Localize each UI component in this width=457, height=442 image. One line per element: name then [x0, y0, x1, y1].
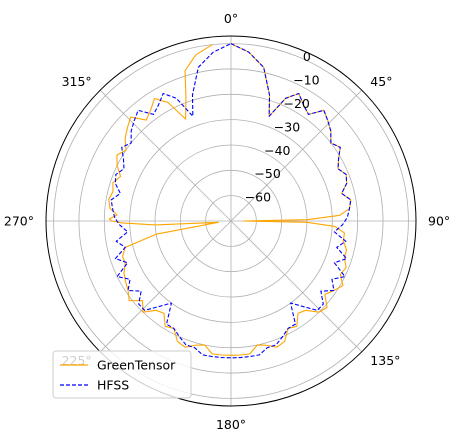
legend-label-hfss: HFSS — [97, 378, 129, 393]
theta-grid-line — [99, 89, 232, 222]
theta-tick-label: 270° — [4, 214, 34, 229]
theta-tick-label: 0° — [224, 11, 238, 26]
legend: GreenTensor HFSS — [52, 350, 192, 399]
r-tick-label: −50 — [254, 166, 280, 181]
theta-grid-line — [99, 220, 232, 353]
r-tick-label: −10 — [293, 73, 319, 88]
series-line-greentensor — [108, 43, 352, 356]
r-tick-label: 0 — [303, 49, 311, 64]
outer-spine — [45, 35, 417, 407]
theta-tick-label: 90° — [428, 214, 450, 229]
legend-label-greentensor: GreenTensor — [97, 358, 176, 373]
theta-tick-label: 135° — [370, 353, 400, 368]
theta-grid-line — [230, 89, 363, 222]
theta-grid-line — [230, 220, 363, 353]
series-layer — [108, 43, 352, 359]
theta-tick-label: 180° — [216, 417, 246, 432]
r-tick-label: −20 — [283, 96, 309, 111]
theta-tick-label: 315° — [62, 74, 92, 89]
theta-tick-label: 45° — [370, 74, 392, 89]
r-tick-label: −40 — [264, 143, 290, 158]
polar-grid — [45, 35, 417, 407]
r-tick-label: −60 — [245, 190, 271, 205]
r-tick-label: −30 — [274, 119, 300, 134]
legend-box — [52, 350, 192, 399]
